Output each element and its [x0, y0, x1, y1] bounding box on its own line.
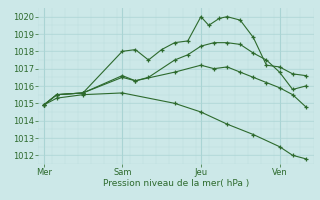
X-axis label: Pression niveau de la mer( hPa ): Pression niveau de la mer( hPa )	[103, 179, 249, 188]
